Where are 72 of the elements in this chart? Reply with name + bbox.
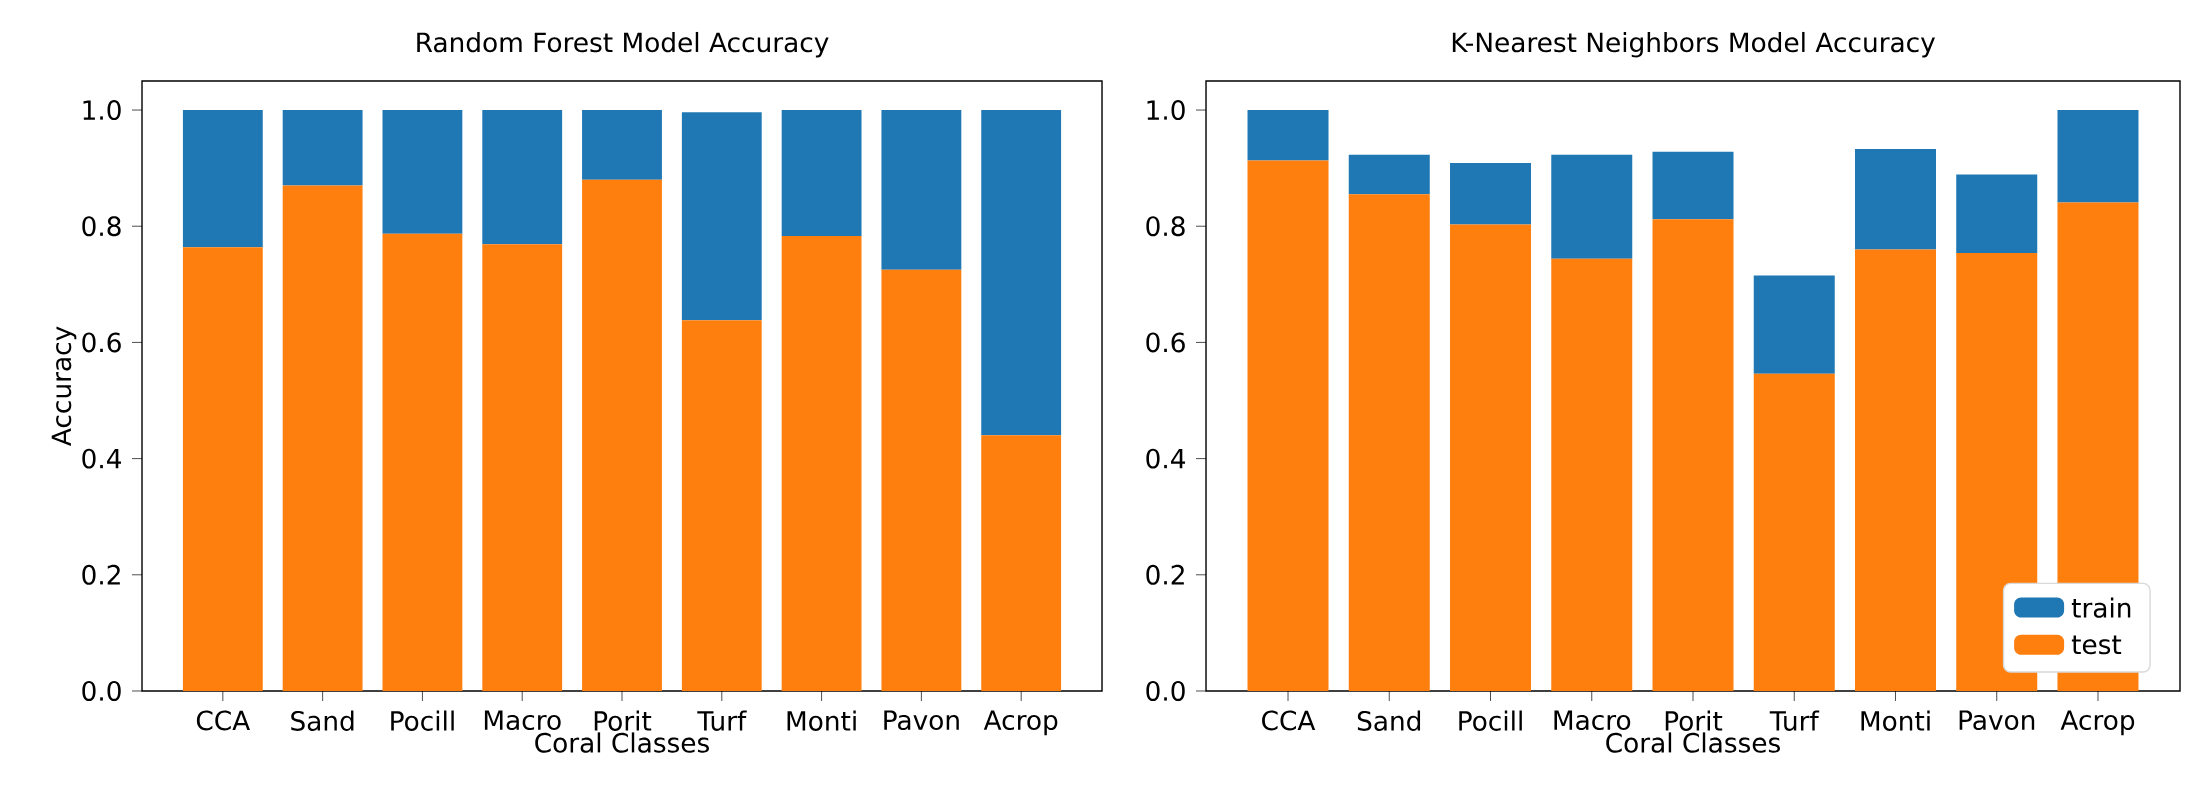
x-tick-label: Pavon bbox=[884, 710, 959, 731]
x-tick-label: Monti bbox=[787, 710, 856, 731]
x-tick-label: Acrop bbox=[983, 710, 1058, 736]
chart-title: Random Forest Model Accuracy bbox=[417, 31, 829, 58]
bar bbox=[2057, 110, 2139, 203]
x-tick-label: Pocill bbox=[1459, 710, 1522, 731]
bar bbox=[1956, 252, 2038, 691]
bar bbox=[981, 110, 1062, 436]
x-tick-label: Pavon bbox=[1959, 710, 2035, 731]
bar bbox=[282, 110, 363, 186]
x-tick-label: Porit bbox=[1665, 710, 1723, 731]
bar bbox=[1753, 275, 1835, 374]
y-tick-label: 0.8 bbox=[82, 216, 121, 237]
bar bbox=[1450, 224, 1532, 691]
bar bbox=[1551, 258, 1633, 691]
bar bbox=[482, 110, 563, 245]
bar bbox=[781, 236, 862, 691]
bar bbox=[382, 233, 463, 691]
bar bbox=[681, 112, 762, 321]
bar bbox=[1348, 194, 1430, 691]
bar bbox=[1855, 148, 1936, 250]
legend-label: train bbox=[2071, 597, 2131, 618]
chart-title: K-Nearest Neighbors Model Accuracy bbox=[1452, 31, 1936, 58]
bar bbox=[582, 110, 662, 180]
bar bbox=[1247, 110, 1329, 161]
y-tick-label: 0.0 bbox=[82, 681, 121, 701]
bar bbox=[1855, 249, 1936, 691]
bar bbox=[981, 435, 1062, 691]
x-tick-label: Turf bbox=[697, 710, 747, 731]
y-tick-label: 1.0 bbox=[83, 100, 121, 121]
x-tick-label: Macro bbox=[484, 710, 561, 731]
bar bbox=[1450, 162, 1532, 225]
y-tick-label: 0.6 bbox=[1146, 332, 1185, 353]
y-tick-label: 0.4 bbox=[82, 448, 122, 469]
x-tick-label: Porit bbox=[594, 710, 652, 731]
x-tick-label: Monti bbox=[1861, 710, 1930, 731]
bar bbox=[881, 110, 962, 270]
x-tick-label: CCA bbox=[196, 710, 251, 731]
x-axis-title: Coral Classes bbox=[1606, 732, 1780, 753]
y-tick-label: 1.0 bbox=[1147, 100, 1185, 121]
bar bbox=[582, 179, 662, 691]
bar bbox=[1348, 154, 1430, 195]
y-axis-title: Accuracy bbox=[51, 326, 77, 446]
bar bbox=[881, 269, 962, 691]
y-tick-label: 0.0 bbox=[1146, 681, 1185, 701]
legend-label: test bbox=[2071, 635, 2122, 655]
bar bbox=[1753, 373, 1835, 691]
x-tick-label: Acrop bbox=[2060, 710, 2135, 736]
bar bbox=[1551, 154, 1633, 259]
x-tick-label: CCA bbox=[1262, 710, 1316, 731]
y-tick-label: 0.6 bbox=[82, 332, 121, 353]
bar bbox=[1652, 219, 1734, 691]
x-tick-label: Sand bbox=[291, 710, 354, 731]
bar bbox=[1956, 174, 2038, 253]
y-tick-label: 0.2 bbox=[82, 564, 120, 585]
bar bbox=[282, 185, 363, 691]
x-tick-label: Pocill bbox=[391, 710, 454, 731]
bar bbox=[781, 110, 862, 237]
x-tick-label: Macro bbox=[1554, 710, 1631, 731]
y-tick-label: 0.2 bbox=[1146, 564, 1184, 585]
bar bbox=[1652, 151, 1734, 220]
bar bbox=[182, 247, 263, 691]
bar bbox=[182, 110, 263, 248]
x-tick-label: Sand bbox=[1357, 710, 1421, 731]
x-axis-title: Coral Classes bbox=[535, 732, 709, 753]
y-tick-label: 0.4 bbox=[1146, 448, 1186, 469]
x-tick-label: Turf bbox=[1769, 710, 1820, 731]
y-tick-label: 0.8 bbox=[1146, 216, 1185, 237]
bar bbox=[482, 244, 563, 691]
bar bbox=[681, 320, 762, 691]
bar bbox=[1247, 160, 1329, 691]
bar bbox=[382, 110, 463, 234]
